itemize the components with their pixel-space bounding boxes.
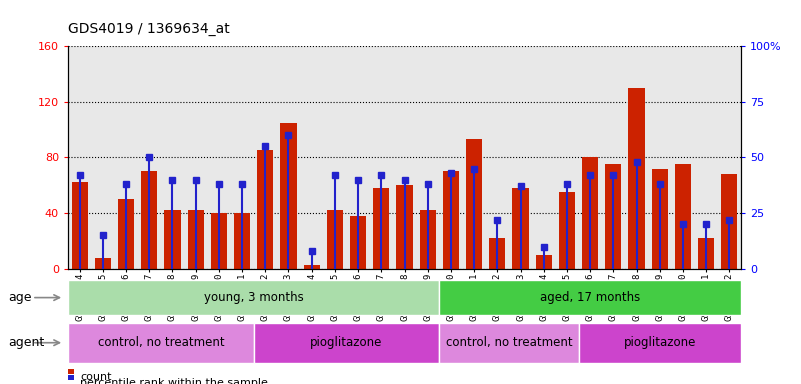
Text: count: count [80, 372, 111, 382]
Text: percentile rank within the sample: percentile rank within the sample [80, 378, 268, 384]
Bar [536, 255, 552, 269]
Text: control, no treatment: control, no treatment [445, 336, 572, 349]
Bar [327, 210, 343, 269]
Bar [164, 210, 180, 269]
Bar [71, 182, 88, 269]
Bar [629, 88, 645, 269]
Bar [559, 192, 575, 269]
Bar [420, 210, 436, 269]
Bar [234, 213, 250, 269]
Bar [513, 188, 529, 269]
Bar [582, 157, 598, 269]
Bar [578, 323, 741, 362]
Text: pioglitazone: pioglitazone [623, 336, 696, 349]
Bar [68, 280, 439, 315]
Bar [396, 185, 413, 269]
Bar [211, 213, 227, 269]
Bar [304, 265, 320, 269]
Bar [373, 188, 389, 269]
Text: agent: agent [8, 336, 44, 349]
Bar [443, 171, 459, 269]
Text: aged, 17 months: aged, 17 months [540, 291, 640, 304]
Bar [698, 238, 714, 269]
Text: pioglitazone: pioglitazone [310, 336, 383, 349]
Bar [466, 139, 482, 269]
Text: young, 3 months: young, 3 months [203, 291, 304, 304]
Bar [280, 122, 296, 269]
Bar [439, 323, 578, 362]
Bar [254, 323, 439, 362]
Bar [118, 199, 135, 269]
Bar [721, 174, 738, 269]
Bar [489, 238, 505, 269]
Bar [606, 164, 622, 269]
Text: GDS4019 / 1369634_at: GDS4019 / 1369634_at [68, 23, 230, 36]
Bar [350, 216, 366, 269]
Bar [187, 210, 203, 269]
Bar [95, 258, 111, 269]
Text: age: age [8, 291, 31, 304]
Bar [651, 169, 668, 269]
Bar [68, 323, 254, 362]
Bar [141, 171, 158, 269]
Bar [257, 151, 273, 269]
Bar [68, 369, 74, 374]
Bar [674, 164, 691, 269]
Text: control, no treatment: control, no treatment [98, 336, 224, 349]
Bar [68, 375, 74, 380]
Bar [439, 280, 741, 315]
